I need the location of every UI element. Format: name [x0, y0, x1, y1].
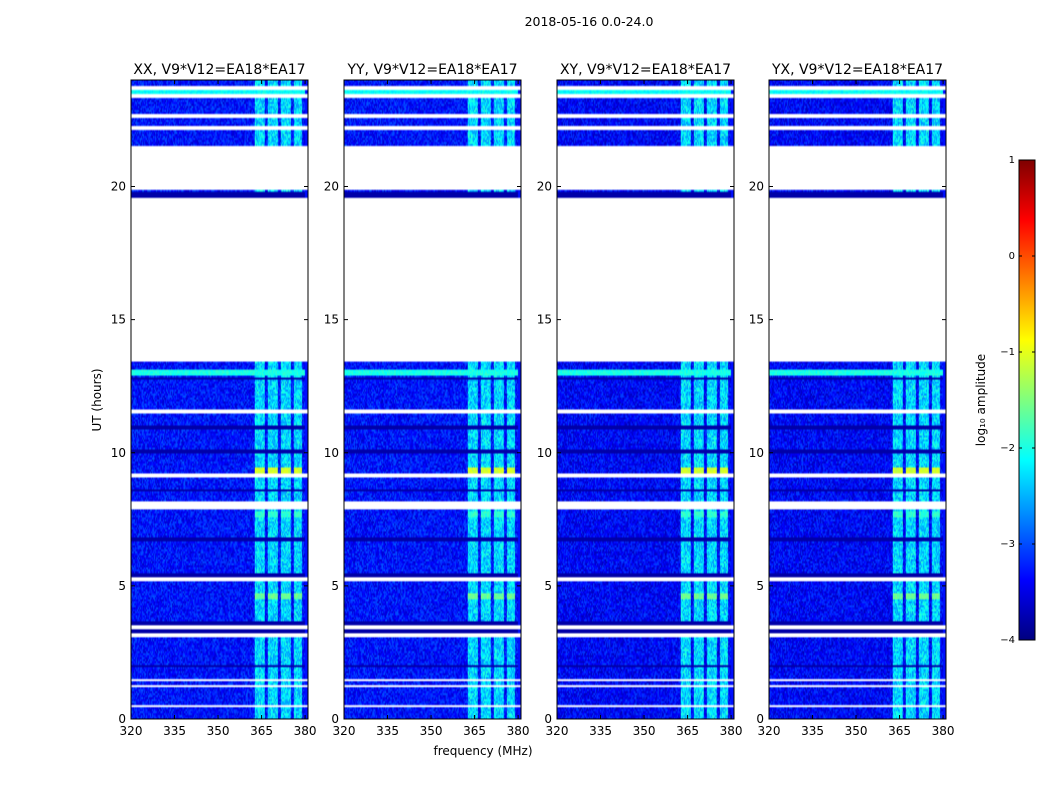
colorbar-label: log₁₀ amplitude	[974, 354, 988, 446]
y-tick-label: 10	[111, 446, 126, 460]
x-tick-label: 380	[720, 724, 743, 738]
y-tick-label: 0	[544, 712, 552, 726]
x-tick-label: 335	[589, 724, 612, 738]
y-tick-label: 5	[756, 579, 764, 593]
y-tick-label: 0	[756, 712, 764, 726]
panel-yy: YY, V9*V12=EA18*EA17 320 335 350 365 380 0 5 10 1…	[324, 62, 530, 738]
y-tick-label: 10	[537, 446, 552, 460]
colorbar-tick-label: −4	[1000, 635, 1015, 646]
heatmap-image	[344, 80, 521, 719]
panel-xx: XX, V9*V12=EA18*EA17 320 335 350 365 380 0 5 10 1…	[111, 62, 317, 738]
y-tick-label: 0	[118, 712, 126, 726]
colorbar-tick-label: −1	[1000, 347, 1015, 358]
panel-title: XX, V9*V12=EA18*EA17	[133, 62, 305, 78]
y-tick-label: 15	[537, 313, 552, 327]
x-tick-label: 365	[676, 724, 699, 738]
x-tick-label: 365	[463, 724, 486, 738]
x-tick-label: 350	[207, 724, 230, 738]
plot-frame	[130, 79, 309, 720]
colorbar-gradient	[1018, 159, 1036, 641]
heatmap-image	[769, 80, 946, 719]
x-tick-label: 380	[294, 724, 317, 738]
x-tick-label: 380	[932, 724, 955, 738]
y-tick-label: 15	[324, 313, 339, 327]
x-tick-label: 320	[546, 724, 569, 738]
y-tick-label: 20	[324, 180, 339, 194]
x-tick-label: 335	[163, 724, 186, 738]
panel-title: YY, V9*V12=EA18*EA17	[346, 62, 517, 78]
x-tick-label: 350	[633, 724, 656, 738]
y-tick-label: 0	[331, 712, 339, 726]
panel-title: YX, V9*V12=EA18*EA17	[771, 62, 943, 78]
y-tick-label: 20	[537, 180, 552, 194]
plot-frame	[556, 79, 735, 720]
y-axis-label: UT (hours)	[90, 368, 104, 431]
y-tick-label: 20	[111, 180, 126, 194]
panel-xy: XY, V9*V12=EA18*EA17 320 335 350 365 380 0 5 10 1…	[537, 62, 743, 738]
figure-suptitle: 2018-05-16 0.0-24.0	[525, 14, 654, 29]
panels: XX, V9*V12=EA18*EA17 320 335 350 365 380 0 5 10 1…	[111, 62, 955, 738]
plot-frame	[343, 79, 522, 720]
y-tick-label: 5	[544, 579, 552, 593]
plot-frame	[768, 79, 947, 720]
x-tick-label: 320	[120, 724, 143, 738]
y-tick-label: 20	[749, 180, 764, 194]
y-tick-label: 15	[111, 313, 126, 327]
colorbar-tick-label: −2	[1000, 443, 1015, 454]
panel-yx: YX, V9*V12=EA18*EA17 320 335 350 365 380 0 5 10 1…	[749, 62, 955, 738]
y-tick-label: 15	[749, 313, 764, 327]
colorbar-tick-label: −3	[1000, 539, 1015, 550]
x-tick-label: 335	[376, 724, 399, 738]
y-tick-label: 5	[118, 579, 126, 593]
heatmap-image	[131, 80, 308, 719]
x-tick-label: 320	[333, 724, 356, 738]
x-tick-label: 365	[888, 724, 911, 738]
colorbar-tick-label: 0	[1009, 251, 1015, 262]
y-tick-label: 10	[324, 446, 339, 460]
colorbar-tick-label: 1	[1009, 155, 1015, 166]
x-tick-label: 350	[845, 724, 868, 738]
panel-title: XY, V9*V12=EA18*EA17	[560, 62, 731, 78]
x-tick-label: 335	[801, 724, 824, 738]
heatmap-image	[557, 80, 734, 719]
x-axis-label: frequency (MHz)	[433, 744, 532, 758]
x-tick-label: 320	[758, 724, 781, 738]
x-tick-label: 365	[250, 724, 273, 738]
x-tick-label: 380	[507, 724, 530, 738]
y-tick-label: 10	[749, 446, 764, 460]
x-tick-label: 350	[420, 724, 443, 738]
y-tick-label: 5	[331, 579, 339, 593]
colorbar: log₁₀ amplitude −4 −3 −2 −1 0 1	[974, 155, 1036, 646]
